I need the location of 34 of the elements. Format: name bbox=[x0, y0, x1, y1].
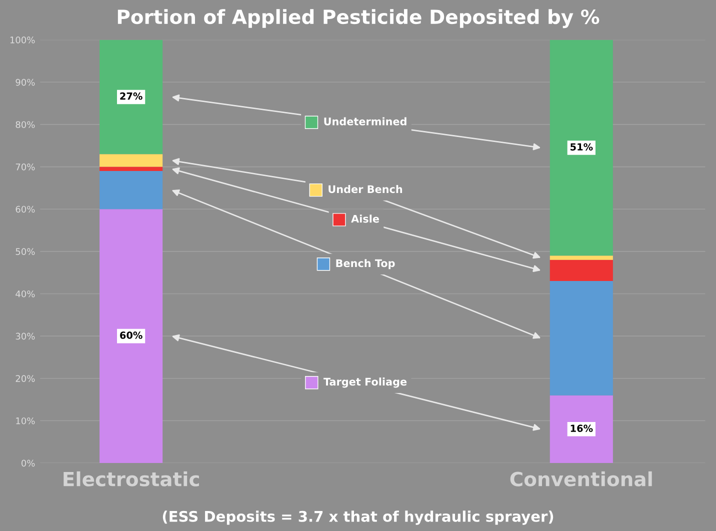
y-tick-label: 40% bbox=[16, 290, 35, 298]
text: (ESS Deposits = 3.7 x that of hydraulic sprayer) bbox=[162, 510, 554, 525]
legend-label: Undetermined bbox=[324, 117, 406, 126]
y-tick-label: 90% bbox=[16, 78, 35, 86]
y-tick-label: 60% bbox=[16, 206, 35, 213]
y-tick-label: 70% bbox=[16, 164, 35, 170]
legend-label: Bench Top bbox=[336, 259, 395, 270]
y-tick-label: 10% bbox=[16, 417, 35, 424]
bar bbox=[550, 40, 613, 256]
bar bbox=[550, 281, 613, 396]
bar bbox=[100, 209, 163, 464]
bar bbox=[550, 395, 613, 464]
bar bbox=[100, 40, 163, 154]
bar bbox=[100, 154, 163, 167]
bar bbox=[550, 256, 613, 260]
y-tick-label: 100% bbox=[10, 36, 35, 44]
chart-title: Portion of Applied Pesticide Deposited by % bbox=[118, 9, 600, 28]
legend-label: Aisle bbox=[351, 214, 379, 223]
x-tick-label: Electrostatic bbox=[64, 471, 199, 486]
data-label: 16% bbox=[570, 424, 593, 432]
y-tick-label: 80% bbox=[16, 121, 35, 128]
data-label: 60% bbox=[120, 332, 142, 339]
y-tick-label: 20% bbox=[16, 375, 35, 382]
bar bbox=[100, 171, 163, 210]
data-label: 51% bbox=[570, 143, 593, 151]
y-tick-label: 30% bbox=[16, 332, 35, 340]
y-tick-label: 50% bbox=[16, 248, 35, 255]
legend-label: Target Foliage bbox=[324, 378, 407, 388]
y-tick-label: 0% bbox=[22, 460, 35, 467]
data-label: 27% bbox=[120, 92, 142, 100]
bar bbox=[550, 260, 613, 282]
bar bbox=[100, 166, 163, 172]
legend-label: Under Bench bbox=[328, 185, 402, 194]
x-tick-label: Conventional bbox=[510, 471, 652, 486]
